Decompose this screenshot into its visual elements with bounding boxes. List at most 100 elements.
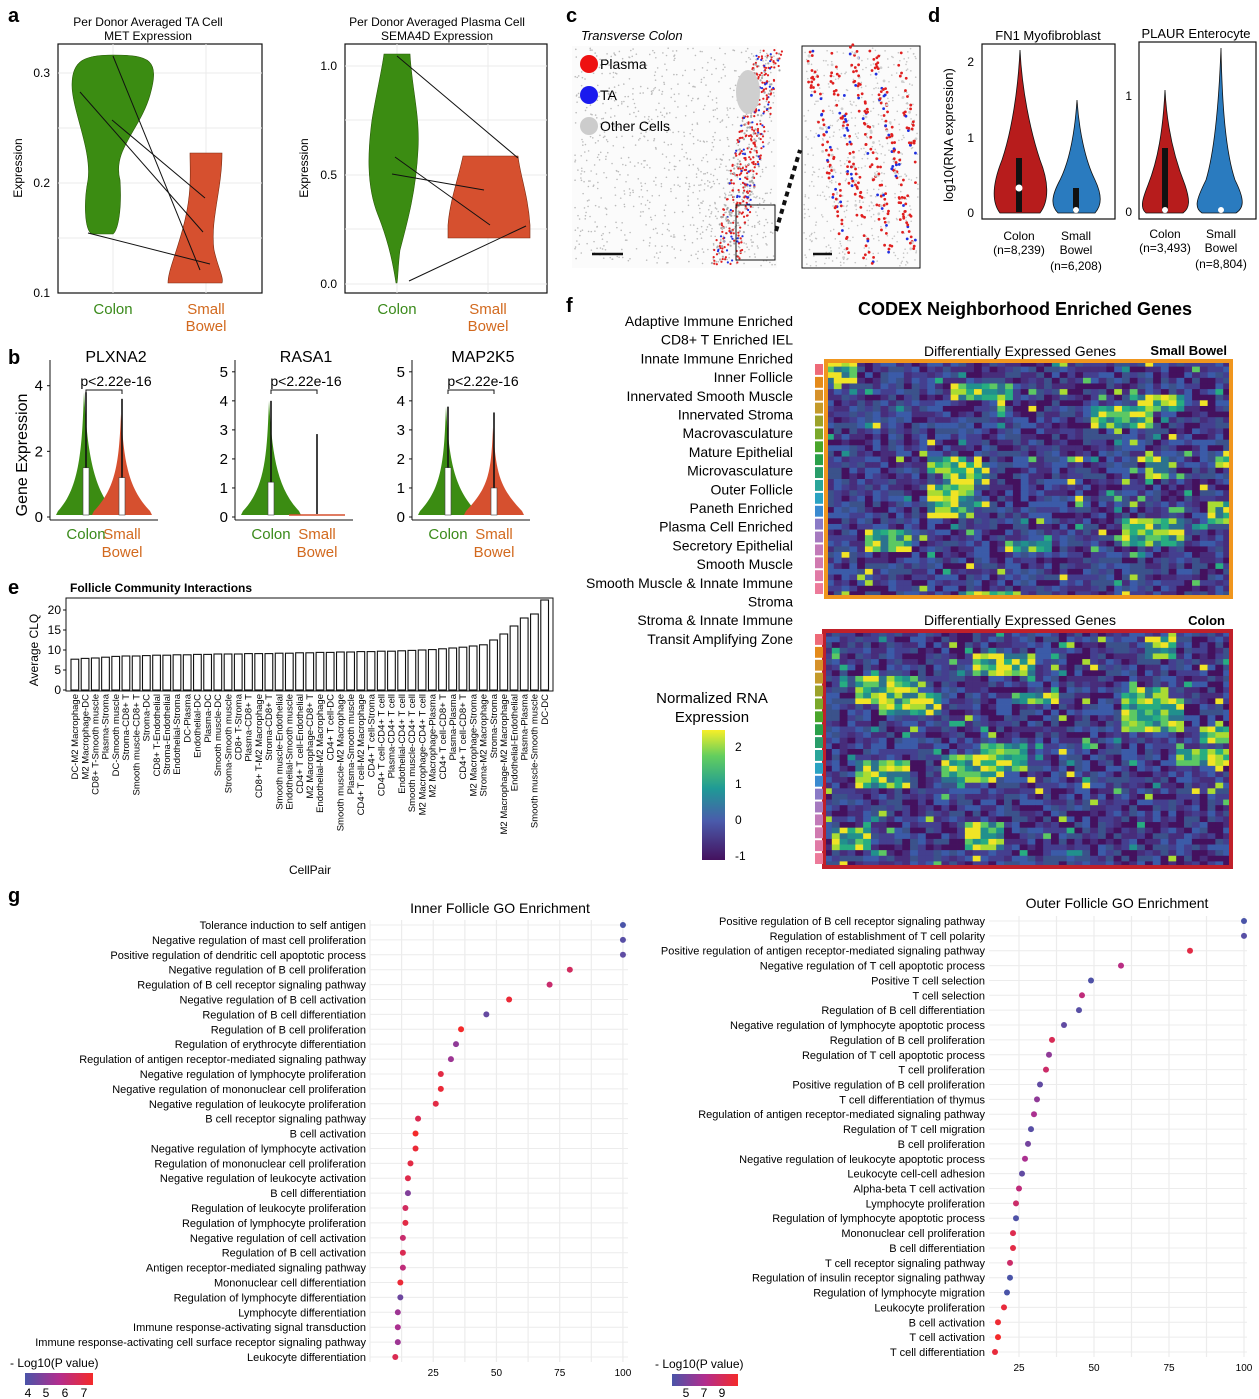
- panel-f-heat-cell: [1075, 394, 1084, 401]
- panel-f-heat-cell: [1083, 383, 1092, 390]
- panel-f-heat-cell: [896, 377, 905, 384]
- panel-f-heat-cell: [1098, 450, 1107, 457]
- panel-f-heat-cell: [1090, 400, 1099, 407]
- panel-c-dot-other: [772, 91, 775, 94]
- panel-c-dot-other: [698, 207, 701, 210]
- panel-c-dot-crypt: [738, 153, 741, 156]
- panel-c-dot-crypt: [749, 151, 752, 154]
- panel-f-heat-cell: [935, 580, 944, 587]
- panel-f-heat-cell: [1129, 574, 1138, 581]
- panel-f-heat-cell: [872, 518, 881, 525]
- panel-f-heat-cell: [841, 383, 850, 390]
- panel-f-heat-cell: [1098, 495, 1107, 502]
- panel-f-heat-cell: [1215, 585, 1224, 592]
- panel-f-heat-cell: [1153, 366, 1162, 373]
- panel-f-heat-cell: [997, 563, 1006, 570]
- panel-f-heat-cell: [849, 422, 858, 429]
- panel-c-dot-crypt: [720, 227, 723, 230]
- panel-f-heat-cell: [1020, 552, 1029, 559]
- panel-c-dot-other: [632, 98, 634, 101]
- panel-c-inset-dot-other: [877, 236, 880, 238]
- panel-c-dot-other: [673, 184, 676, 186]
- panel-f-heat-cell: [1184, 574, 1193, 581]
- panel-f-heat-cell: [1199, 568, 1209, 575]
- panel-c-dot-other: [587, 230, 590, 233]
- panel-c-inset-dot-crypt: [849, 45, 852, 49]
- panel-f-heat-cell: [935, 366, 944, 373]
- panel-f-heat-cell: [1121, 642, 1130, 649]
- panel-f-heat-cell: [1215, 642, 1224, 649]
- panel-c-dot-crypt: [746, 115, 749, 118]
- panel-f-heat-cell: [1199, 389, 1209, 396]
- panel-c-dot-other: [574, 160, 576, 163]
- panel-c-dot-other: [610, 98, 613, 100]
- panel-f-heat-cell: [942, 563, 952, 570]
- panel-f-heat-cell: [958, 394, 967, 401]
- panel-f-heat-cell: [1067, 490, 1076, 497]
- panel-c-inset-dot-other: [896, 110, 899, 113]
- panel-c-dot-crypt: [735, 154, 738, 157]
- panel-c-dot-crypt: [762, 112, 765, 115]
- panel-f-heat-cell: [1207, 400, 1216, 407]
- panel-f-heat-cell: [1199, 405, 1209, 412]
- panel-f-heat-cell: [1036, 434, 1045, 441]
- panel-f-heat-cell: [1184, 450, 1193, 457]
- panel-c-dot-crypt: [739, 167, 742, 170]
- panel-f-heat-cell: [1160, 467, 1170, 474]
- panel-c-inset-dot-other: [814, 103, 816, 105]
- panel-f-heat-cell: [958, 495, 967, 502]
- panel-f-heat-cell: [896, 529, 905, 536]
- panel-c-dot-other: [583, 207, 586, 209]
- panel-c-inset-dot-other: [843, 210, 846, 213]
- panel-f-heat-cell: [841, 580, 850, 587]
- panel-f-heat-cell: [1083, 445, 1092, 452]
- panel-f-heat-cell: [935, 574, 944, 581]
- panel-f-heat-cell: [1199, 518, 1209, 525]
- panel-f-heat-cell: [1020, 490, 1029, 497]
- panel-c-inset-dot-crypt: [907, 230, 911, 233]
- panel-c-inset-dot-other: [847, 119, 850, 122]
- panel-c-dot-crypt: [730, 193, 733, 197]
- panel-f-heat-cell: [1090, 552, 1099, 559]
- panel-f-heat-cell: [1207, 568, 1216, 575]
- panel-c-dot-crypt: [732, 198, 735, 202]
- panel-c-inset-dot-other: [807, 138, 809, 140]
- panel-f-heat-cell: [942, 523, 952, 530]
- panel-f-heat-cell: [857, 372, 866, 379]
- panel-f-heat-cell: [1137, 642, 1146, 649]
- panel-c-inset-dot-crypt: [906, 129, 910, 133]
- panel-c-dot-crypt: [760, 71, 763, 75]
- panel-f-heat-cell: [941, 642, 950, 649]
- panel-f-heat-cell: [1044, 568, 1053, 575]
- panel-f-heat-cell: [1059, 450, 1068, 457]
- panel-c-inset-dot-crypt: [877, 54, 881, 58]
- panel-c-inset-dot-other: [814, 76, 817, 78]
- panel-f-heat-cell: [1215, 636, 1224, 643]
- panel-f-heat-cell: [1005, 557, 1014, 564]
- panel-c-dot-crypt: [713, 248, 716, 252]
- panel-f-heat-cell: [935, 512, 944, 519]
- panel-c-dot-other: [620, 157, 623, 159]
- panel-f-heat-cell: [872, 568, 881, 575]
- panel-c-dot-other: [590, 170, 592, 172]
- panel-c-dot-other: [692, 135, 695, 138]
- panel-f-heat-cell: [855, 642, 864, 649]
- panel-f-heat-cell: [888, 507, 897, 514]
- panel-f-heat-cell: [1184, 585, 1193, 592]
- panel-c-dot-other: [707, 248, 709, 251]
- panel-f-heat-cell: [919, 366, 928, 373]
- panel-c-inset-dot-crypt: [809, 84, 813, 87]
- panel-f-heat-cell: [1019, 642, 1028, 649]
- panel-c-inset-dot-other: [832, 135, 835, 137]
- panel-c-inset-dot-other: [855, 104, 857, 107]
- panel-c-inset-dot-other: [866, 192, 869, 194]
- panel-f-heat-cell: [1160, 389, 1170, 396]
- panel-f-heat-cell: [1176, 507, 1185, 514]
- panel-f-heat-cell: [1207, 456, 1216, 463]
- panel-f-heat-cell: [1192, 518, 1201, 525]
- panel-c-dot-crypt: [718, 252, 721, 255]
- panel-c-inset-dot-crypt: [827, 126, 831, 129]
- panel-c-dot-other: [633, 102, 636, 105]
- panel-c-inset-dot-crypt: [834, 197, 838, 201]
- panel-f-heat-cell: [1044, 405, 1053, 412]
